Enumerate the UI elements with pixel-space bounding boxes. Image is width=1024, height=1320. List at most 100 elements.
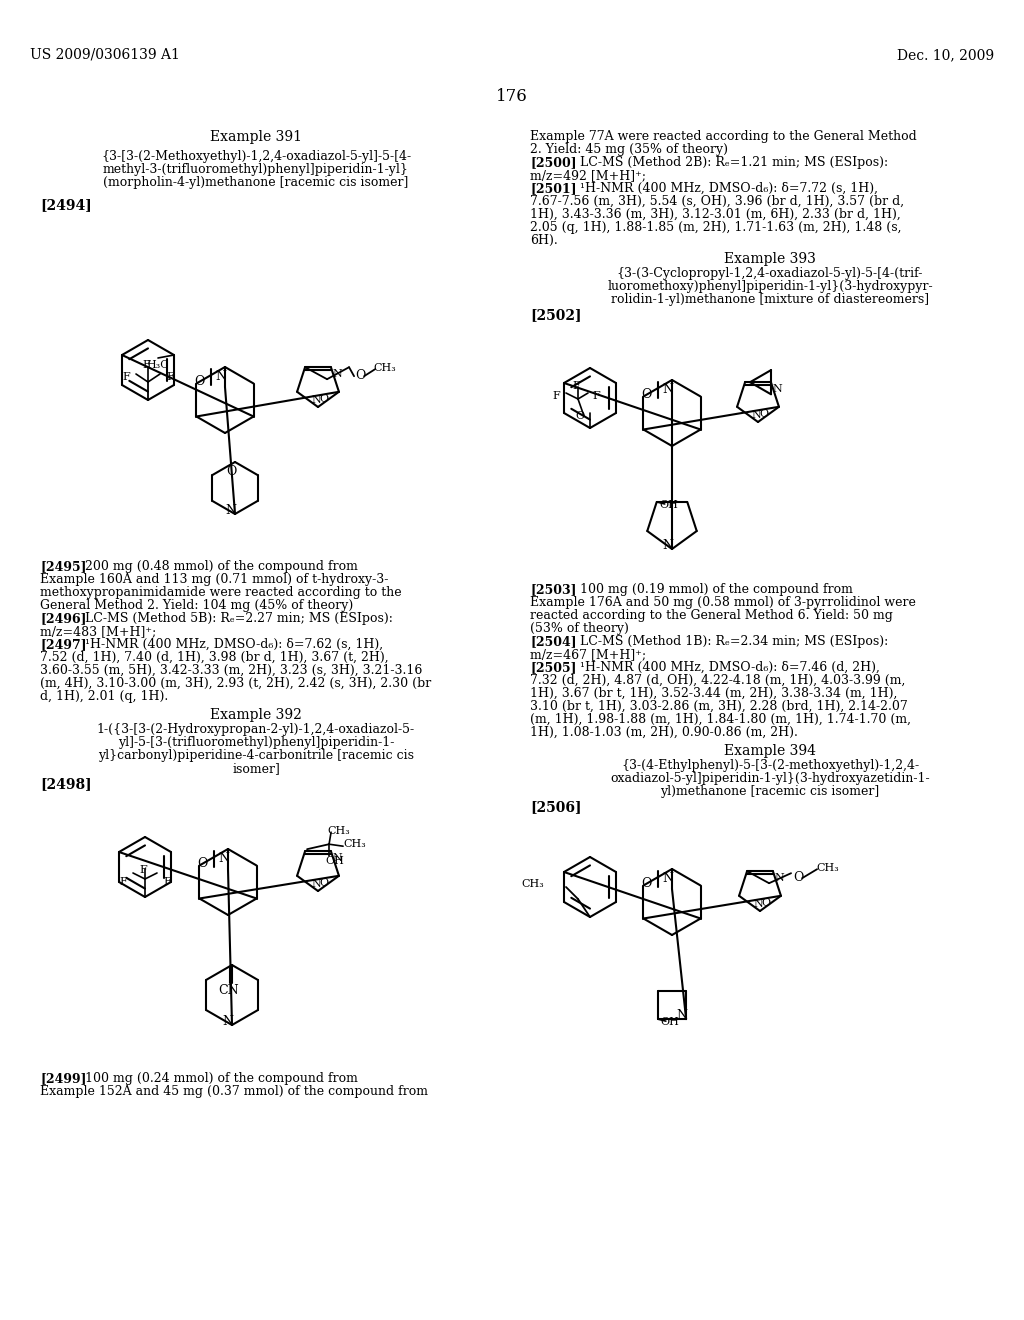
Text: O: O [355, 370, 366, 383]
Text: oxadiazol-5-yl]piperidin-1-yl}(3-hydroxyazetidin-1-: oxadiazol-5-yl]piperidin-1-yl}(3-hydroxy… [610, 772, 930, 785]
Text: d, 1H), 2.01 (q, 1H).: d, 1H), 2.01 (q, 1H). [40, 690, 168, 704]
Text: 2. Yield: 45 mg (35% of theory): 2. Yield: 45 mg (35% of theory) [530, 143, 728, 156]
Text: 2.05 (q, 1H), 1.88-1.85 (m, 2H), 1.71-1.63 (m, 2H), 1.48 (s,: 2.05 (q, 1H), 1.88-1.85 (m, 2H), 1.71-1.… [530, 220, 901, 234]
Text: F: F [139, 865, 146, 875]
Text: CH₃: CH₃ [343, 840, 366, 849]
Text: methoxypropanimidamide were reacted according to the: methoxypropanimidamide were reacted acco… [40, 586, 401, 599]
Text: F: F [572, 381, 580, 391]
Text: F: F [592, 391, 600, 401]
Text: Example 394: Example 394 [724, 744, 816, 758]
Text: 200 mg (0.48 mmol) of the compound from: 200 mg (0.48 mmol) of the compound from [85, 560, 357, 573]
Text: 7.32 (d, 2H), 4.87 (d, OH), 4.22-4.18 (m, 1H), 4.03-3.99 (m,: 7.32 (d, 2H), 4.87 (d, OH), 4.22-4.18 (m… [530, 675, 905, 686]
Text: F: F [163, 876, 171, 887]
Text: O: O [642, 876, 652, 890]
Text: [2506]: [2506] [530, 800, 582, 814]
Text: OH: OH [660, 1018, 680, 1027]
Text: H₃C: H₃C [146, 360, 169, 370]
Text: m/z=492 [M+H]⁺;: m/z=492 [M+H]⁺; [530, 169, 646, 182]
Text: N: N [333, 370, 343, 379]
Text: 6H).: 6H). [530, 234, 558, 247]
Text: F: F [122, 372, 130, 381]
Text: O: O [198, 857, 208, 870]
Text: [2503]: [2503] [530, 583, 577, 597]
Text: [2498]: [2498] [40, 777, 91, 791]
Text: 1H), 1.08-1.03 (m, 2H), 0.90-0.86 (m, 2H).: 1H), 1.08-1.03 (m, 2H), 0.90-0.86 (m, 2H… [530, 726, 798, 739]
Text: [2497]: [2497] [40, 638, 87, 651]
Text: General Method 2. Yield: 104 mg (45% of theory): General Method 2. Yield: 104 mg (45% of … [40, 599, 353, 612]
Text: [2502]: [2502] [530, 308, 582, 322]
Text: O: O [226, 465, 237, 478]
Text: (m, 4H), 3.10-3.00 (m, 3H), 2.93 (t, 2H), 2.42 (s, 3H), 2.30 (br: (m, 4H), 3.10-3.00 (m, 3H), 2.93 (t, 2H)… [40, 677, 431, 690]
Text: [2495]: [2495] [40, 560, 86, 573]
Text: N: N [222, 1015, 233, 1028]
Text: ¹H-NMR (400 MHz, DMSO-d₆): δ=7.62 (s, 1H),: ¹H-NMR (400 MHz, DMSO-d₆): δ=7.62 (s, 1H… [85, 638, 383, 651]
Text: N: N [333, 853, 343, 863]
Text: rolidin-1-yl)methanone [mixture of diastereomers]: rolidin-1-yl)methanone [mixture of diast… [611, 293, 929, 306]
Text: O: O [574, 411, 584, 421]
Text: m/z=467 [M+H]⁺;: m/z=467 [M+H]⁺; [530, 648, 646, 661]
Text: methyl-3-(trifluoromethyl)phenyl]piperidin-1-yl}: methyl-3-(trifluoromethyl)phenyl]piperid… [103, 162, 409, 176]
Text: Example 392: Example 392 [210, 708, 302, 722]
Text: CH₃: CH₃ [327, 826, 350, 836]
Text: CN: CN [219, 983, 240, 997]
Text: (m, 1H), 1.98-1.88 (m, 1H), 1.84-1.80 (m, 1H), 1.74-1.70 (m,: (m, 1H), 1.98-1.88 (m, 1H), 1.84-1.80 (m… [530, 713, 911, 726]
Text: N: N [215, 370, 226, 383]
Text: 1H), 3.67 (br t, 1H), 3.52-3.44 (m, 2H), 3.38-3.34 (m, 1H),: 1H), 3.67 (br t, 1H), 3.52-3.44 (m, 2H),… [530, 686, 897, 700]
Text: N: N [753, 899, 763, 909]
Text: 3.10 (br t, 1H), 3.03-2.86 (m, 3H), 2.28 (brd, 1H), 2.14-2.07: 3.10 (br t, 1H), 3.03-2.86 (m, 3H), 2.28… [530, 700, 907, 713]
Text: [2504]: [2504] [530, 635, 577, 648]
Text: F: F [166, 372, 174, 381]
Text: N: N [218, 851, 229, 865]
Text: m/z=483 [M+H]⁺;: m/z=483 [M+H]⁺; [40, 624, 157, 638]
Text: 1-({3-[3-(2-Hydroxypropan-2-yl)-1,2,4-oxadiazol-5-: 1-({3-[3-(2-Hydroxypropan-2-yl)-1,2,4-ox… [97, 723, 415, 737]
Text: O: O [760, 409, 769, 418]
Text: LC-MS (Method 1B): Rₑ=2.34 min; MS (ESIpos):: LC-MS (Method 1B): Rₑ=2.34 min; MS (ESIp… [580, 635, 888, 648]
Text: [2499]: [2499] [40, 1072, 86, 1085]
Text: N: N [775, 874, 784, 883]
Text: 100 mg (0.19 mmol) of the compound from: 100 mg (0.19 mmol) of the compound from [580, 583, 853, 597]
Text: N: N [752, 411, 761, 420]
Text: O: O [793, 871, 804, 884]
Text: CH₃: CH₃ [816, 863, 839, 874]
Text: Example 393: Example 393 [724, 252, 816, 267]
Text: O: O [195, 375, 205, 388]
Text: N: N [225, 504, 237, 517]
Text: yl}carbonyl)piperidine-4-carbonitrile [racemic cis: yl}carbonyl)piperidine-4-carbonitrile [r… [98, 748, 414, 762]
Text: Example 152A and 45 mg (0.37 mmol) of the compound from: Example 152A and 45 mg (0.37 mmol) of th… [40, 1085, 428, 1098]
Text: OH: OH [325, 857, 344, 866]
Text: F: F [552, 391, 560, 401]
Text: yl)methanone [racemic cis isomer]: yl)methanone [racemic cis isomer] [660, 785, 880, 799]
Text: luoromethoxy)phenyl]piperidin-1-yl}(3-hydroxypyr-: luoromethoxy)phenyl]piperidin-1-yl}(3-hy… [607, 280, 933, 293]
Text: N: N [773, 384, 782, 395]
Text: CH₃: CH₃ [521, 879, 544, 888]
Text: CH₃: CH₃ [373, 363, 396, 374]
Text: ¹H-NMR (400 MHz, DMSO-d₆): δ=7.46 (d, 2H),: ¹H-NMR (400 MHz, DMSO-d₆): δ=7.46 (d, 2H… [580, 661, 880, 675]
Text: 176: 176 [496, 88, 528, 106]
Text: reacted according to the General Method 6. Yield: 50 mg: reacted according to the General Method … [530, 609, 893, 622]
Text: 7.52 (d, 1H), 7.40 (d, 1H), 3.98 (br d, 1H), 3.67 (t, 2H),: 7.52 (d, 1H), 7.40 (d, 1H), 3.98 (br d, … [40, 651, 389, 664]
Text: F: F [119, 876, 127, 887]
Text: isomer]: isomer] [232, 762, 280, 775]
Text: [2494]: [2494] [40, 198, 92, 213]
Text: LC-MS (Method 5B): Rₑ=2.27 min; MS (ESIpos):: LC-MS (Method 5B): Rₑ=2.27 min; MS (ESIp… [85, 612, 393, 624]
Text: {3-(4-Ethylphenyl)-5-[3-(2-methoxyethyl)-1,2,4-: {3-(4-Ethylphenyl)-5-[3-(2-methoxyethyl)… [621, 759, 920, 772]
Text: OH: OH [659, 500, 679, 510]
Text: [2496]: [2496] [40, 612, 86, 624]
Text: US 2009/0306139 A1: US 2009/0306139 A1 [30, 48, 180, 62]
Text: 7.67-7.56 (m, 3H), 5.54 (s, OH), 3.96 (br d, 1H), 3.57 (br d,: 7.67-7.56 (m, 3H), 5.54 (s, OH), 3.96 (b… [530, 195, 904, 209]
Text: 3.60-3.55 (m, 5H), 3.42-3.33 (m, 2H), 3.23 (s, 3H), 3.21-3.16: 3.60-3.55 (m, 5H), 3.42-3.33 (m, 2H), 3.… [40, 664, 422, 677]
Text: (53% of theory): (53% of theory) [530, 622, 629, 635]
Text: yl]-5-[3-(trifluoromethyl)phenyl]piperidin-1-: yl]-5-[3-(trifluoromethyl)phenyl]piperid… [118, 737, 394, 748]
Text: N: N [663, 873, 674, 884]
Text: O: O [319, 878, 329, 888]
Text: O: O [762, 898, 771, 908]
Text: ¹H-NMR (400 MHz, DMSO-d₆): δ=7.72 (s, 1H),: ¹H-NMR (400 MHz, DMSO-d₆): δ=7.72 (s, 1H… [580, 182, 878, 195]
Text: Example 77A were reacted according to the General Method: Example 77A were reacted according to th… [530, 129, 916, 143]
Text: [2500]: [2500] [530, 156, 577, 169]
Text: LC-MS (Method 2B): Rₑ=1.21 min; MS (ESIpos):: LC-MS (Method 2B): Rₑ=1.21 min; MS (ESIp… [580, 156, 888, 169]
Text: N: N [311, 395, 321, 405]
Text: Example 160A and 113 mg (0.71 mmol) of t-hydroxy-3-: Example 160A and 113 mg (0.71 mmol) of t… [40, 573, 388, 586]
Text: N: N [663, 383, 674, 396]
Text: {3-(3-Cyclopropyl-1,2,4-oxadiazol-5-yl)-5-[4-(trif-: {3-(3-Cyclopropyl-1,2,4-oxadiazol-5-yl)-… [616, 267, 924, 280]
Text: Example 176A and 50 mg (0.58 mmol) of 3-pyrrolidinol were: Example 176A and 50 mg (0.58 mmol) of 3-… [530, 597, 915, 609]
